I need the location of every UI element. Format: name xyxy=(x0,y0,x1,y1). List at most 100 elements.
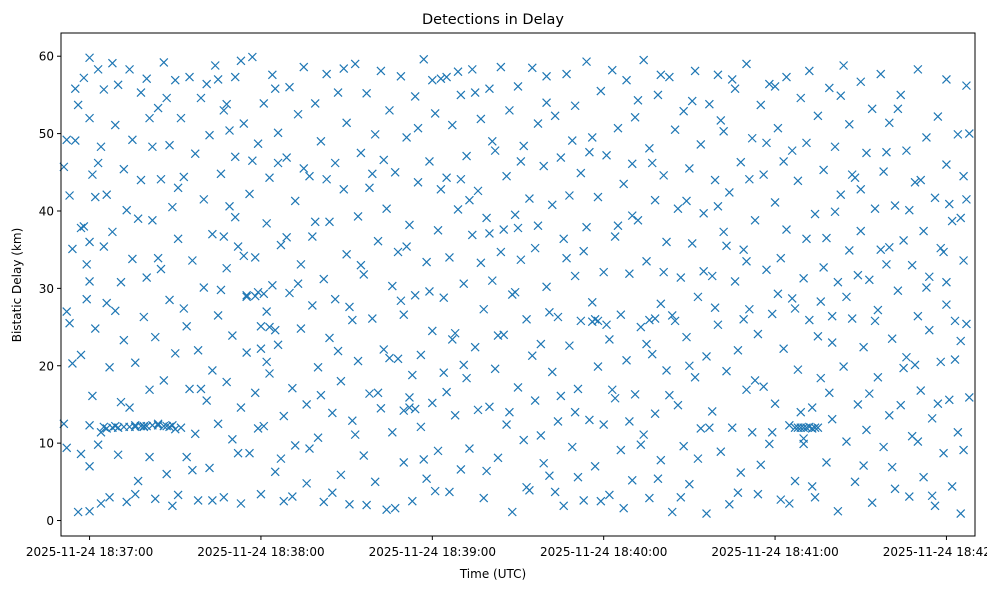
data-point xyxy=(513,81,523,91)
data-point xyxy=(345,302,354,312)
data-point xyxy=(153,419,163,429)
data-point xyxy=(90,192,100,202)
data-point xyxy=(844,119,854,129)
data-point xyxy=(619,503,629,513)
data-point xyxy=(516,157,526,166)
data-point xyxy=(399,406,409,416)
data-point xyxy=(650,409,660,419)
data-point xyxy=(279,496,289,506)
data-point xyxy=(487,136,497,146)
data-point xyxy=(102,190,112,200)
data-point xyxy=(373,388,383,398)
data-point xyxy=(827,338,837,347)
data-point xyxy=(365,183,374,193)
data-point xyxy=(656,70,666,80)
data-point xyxy=(650,314,660,323)
data-point xyxy=(787,294,797,303)
data-point xyxy=(804,315,814,325)
data-point xyxy=(636,322,646,332)
data-point xyxy=(953,129,963,139)
data-point xyxy=(747,427,757,437)
data-point xyxy=(730,84,740,94)
data-point xyxy=(299,62,309,72)
data-point xyxy=(950,355,960,364)
data-point xyxy=(904,492,914,501)
data-point xyxy=(476,114,486,124)
data-point xyxy=(776,253,786,263)
data-point xyxy=(367,314,377,323)
data-point xyxy=(730,276,740,286)
data-point xyxy=(630,112,640,122)
data-point xyxy=(810,209,820,219)
data-point xyxy=(744,174,754,184)
data-point xyxy=(830,207,840,217)
data-point xyxy=(567,136,577,145)
data-point xyxy=(596,86,606,96)
data-point xyxy=(262,218,272,228)
data-point xyxy=(333,88,343,98)
data-point xyxy=(222,377,232,387)
data-point xyxy=(584,147,594,157)
data-point xyxy=(230,152,240,162)
data-point xyxy=(207,495,217,505)
data-point xyxy=(85,276,94,286)
data-point xyxy=(736,157,746,167)
data-point xyxy=(339,64,349,74)
data-point xyxy=(316,136,326,146)
data-point xyxy=(356,260,366,270)
data-point xyxy=(899,363,909,373)
data-point xyxy=(410,404,420,414)
data-point xyxy=(222,99,232,109)
data-point xyxy=(939,448,949,458)
data-point xyxy=(519,141,529,151)
data-point xyxy=(864,389,874,399)
data-point xyxy=(767,427,777,437)
data-point xyxy=(219,232,229,241)
data-point xyxy=(907,260,917,270)
data-point xyxy=(302,478,312,488)
data-point xyxy=(924,325,934,335)
data-point xyxy=(405,403,414,412)
data-point xyxy=(525,194,534,204)
data-point xyxy=(522,314,531,324)
data-point xyxy=(182,321,192,331)
data-point xyxy=(345,499,354,509)
data-point xyxy=(85,53,94,63)
data-point xyxy=(450,410,460,420)
data-point xyxy=(796,407,806,417)
data-point xyxy=(170,75,180,85)
data-point xyxy=(173,183,183,193)
data-point xyxy=(316,390,326,400)
data-point xyxy=(662,365,671,375)
data-point xyxy=(105,362,114,372)
data-point xyxy=(553,417,563,426)
data-point xyxy=(425,287,434,296)
data-point xyxy=(953,427,963,437)
data-point xyxy=(99,422,109,432)
data-point xyxy=(576,168,586,178)
data-point xyxy=(190,149,200,159)
data-point xyxy=(325,217,334,227)
data-point xyxy=(647,158,657,168)
data-point xyxy=(710,175,720,185)
data-point xyxy=(367,169,377,179)
data-point xyxy=(307,232,317,241)
data-point xyxy=(707,406,717,416)
y-tick-label: 40 xyxy=(39,204,54,218)
data-point xyxy=(430,486,440,496)
data-point xyxy=(342,118,352,128)
data-point xyxy=(262,357,272,367)
data-point xyxy=(267,280,277,290)
data-point xyxy=(236,56,246,66)
x-tick-label: 2025-11-24 18:41:00 xyxy=(711,545,838,559)
data-point xyxy=(733,345,743,355)
data-point xyxy=(485,229,494,238)
data-point xyxy=(864,275,874,285)
data-point xyxy=(110,120,120,130)
data-point xyxy=(265,173,274,183)
data-point xyxy=(179,304,189,313)
data-point xyxy=(373,236,383,246)
data-point xyxy=(256,344,266,354)
data-point xyxy=(505,105,514,115)
y-tick-label: 20 xyxy=(39,359,54,373)
